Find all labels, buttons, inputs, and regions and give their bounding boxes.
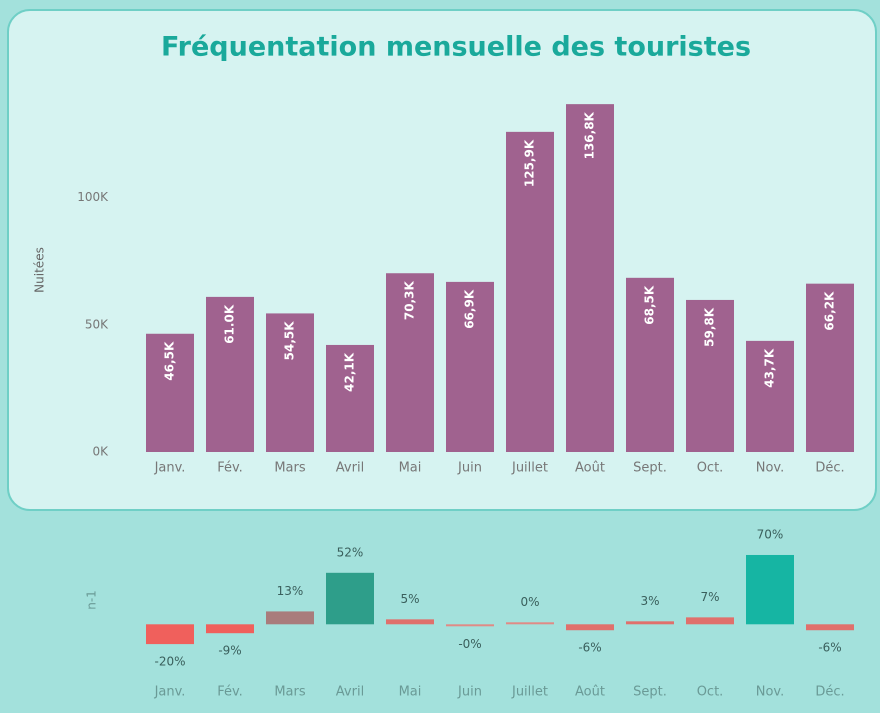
data-label: 7% xyxy=(700,590,719,604)
data-label: -0% xyxy=(458,637,481,651)
data-label: 42,1K xyxy=(343,352,357,392)
x-tick-label: Mars xyxy=(274,461,306,476)
x-tick-label: Avril xyxy=(336,461,364,476)
data-label: 13% xyxy=(277,584,304,598)
data-label: 70% xyxy=(757,527,784,541)
bar xyxy=(386,273,434,452)
data-label: -20% xyxy=(154,655,185,669)
x-tick-label: Juillet xyxy=(511,461,548,476)
x-tick-label: Mai xyxy=(399,461,422,476)
data-label: 3% xyxy=(640,594,659,608)
bar xyxy=(326,572,374,625)
x-tick-label: Janv. xyxy=(154,685,186,700)
data-label: 66,9K xyxy=(463,289,477,329)
bar xyxy=(566,104,614,452)
bar xyxy=(386,619,434,625)
bar xyxy=(146,333,194,452)
x-tick-label: Juin xyxy=(457,461,482,476)
bar xyxy=(626,277,674,452)
x-tick-label: Mars xyxy=(274,685,306,700)
x-tick-label: Fév. xyxy=(217,685,243,700)
bar xyxy=(506,131,554,452)
bar xyxy=(266,313,314,452)
bar xyxy=(446,281,494,452)
bar xyxy=(206,624,254,634)
x-tick-label: Juin xyxy=(457,685,482,700)
data-label: 0% xyxy=(520,595,539,609)
x-tick-label: Fév. xyxy=(217,461,243,476)
bar xyxy=(686,299,734,452)
bar xyxy=(506,622,554,625)
bar xyxy=(266,611,314,625)
data-label: 136,8K xyxy=(583,111,597,159)
bar xyxy=(806,624,854,631)
x-tick-label: Sept. xyxy=(633,685,667,700)
x-tick-label: Sept. xyxy=(633,461,667,476)
x-tick-label: Janv. xyxy=(154,461,186,476)
data-label: 68,5K xyxy=(643,285,657,325)
data-label: 66,2K xyxy=(823,291,837,331)
bar xyxy=(326,344,374,452)
x-tick-label: Août xyxy=(575,461,605,476)
x-tick-label: Oct. xyxy=(697,685,724,700)
y-axis-label: Nuitées xyxy=(33,247,47,293)
data-label: 59,8K xyxy=(703,307,717,347)
data-label: 54,5K xyxy=(283,321,297,361)
bar xyxy=(746,340,794,452)
bar xyxy=(626,621,674,625)
data-label: 46,5K xyxy=(163,341,177,381)
data-label: -9% xyxy=(218,644,241,658)
top-panel xyxy=(7,9,877,511)
y-tick-label: 50K xyxy=(85,317,109,331)
y-axis-label: n-1 xyxy=(85,590,99,610)
data-label: 52% xyxy=(337,545,364,559)
data-label: 43,7K xyxy=(763,348,777,388)
data-label: -6% xyxy=(578,641,601,655)
x-tick-label: Oct. xyxy=(697,461,724,476)
x-tick-label: Mai xyxy=(399,685,422,700)
x-tick-label: Avril xyxy=(336,685,364,700)
y-tick-label: 0K xyxy=(92,445,109,459)
bar xyxy=(686,617,734,625)
x-tick-label: Juillet xyxy=(511,685,548,700)
y-tick-label: 100K xyxy=(77,190,109,204)
x-tick-label: Déc. xyxy=(815,685,844,700)
data-label: 70,3K xyxy=(403,281,417,321)
bar xyxy=(446,624,494,627)
x-tick-label: Nov. xyxy=(756,685,785,700)
data-label: -6% xyxy=(818,641,841,655)
bar xyxy=(206,296,254,452)
data-label: 5% xyxy=(400,592,419,606)
bar xyxy=(806,283,854,452)
bar xyxy=(566,624,614,631)
x-tick-label: Déc. xyxy=(815,461,844,476)
x-tick-label: Nov. xyxy=(756,461,785,476)
bar xyxy=(746,554,794,625)
bar xyxy=(146,624,194,645)
x-tick-label: Août xyxy=(575,685,605,700)
data-label: 61.0K xyxy=(223,304,237,344)
data-label: 125,9K xyxy=(523,139,537,187)
chart-title: Fréquentation mensuelle des touristes xyxy=(161,32,751,63)
